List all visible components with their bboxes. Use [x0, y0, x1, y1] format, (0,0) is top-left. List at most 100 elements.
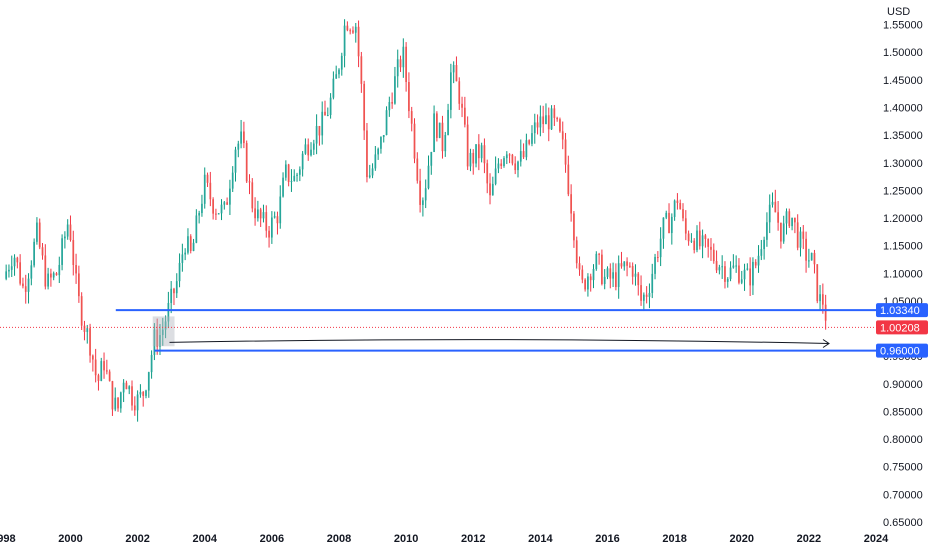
candle-body [766, 222, 768, 240]
candle-body [704, 235, 707, 240]
candle-body [684, 218, 687, 234]
candle-body [150, 354, 153, 373]
candle-body [665, 212, 668, 218]
candle-body [78, 273, 80, 297]
candle-body [326, 114, 329, 116]
candle-body [519, 151, 522, 162]
candle-body [687, 233, 690, 242]
candle-body [279, 196, 282, 224]
candle-body [497, 163, 500, 169]
candle-body [307, 144, 310, 156]
candle-body [802, 231, 805, 239]
candle-body [740, 279, 743, 283]
candle-body [352, 30, 354, 33]
candle-body [167, 303, 170, 322]
candle-body [698, 230, 701, 247]
candle-body [612, 272, 614, 279]
candle-body [410, 111, 413, 124]
candle-body [161, 329, 164, 336]
candle-body [329, 97, 332, 115]
candle-body [173, 288, 175, 294]
candle-body [181, 254, 184, 263]
candle-body [466, 124, 469, 167]
y-tick-label: 0.75000 [883, 462, 923, 474]
candle-body [111, 381, 114, 410]
candle-body [80, 296, 83, 326]
candle-body [447, 109, 449, 136]
candle-body [433, 113, 435, 152]
candle-body [265, 212, 268, 231]
candle-body [589, 276, 592, 281]
candle-body [321, 111, 324, 136]
candle-body [595, 253, 598, 270]
candle-body [8, 269, 10, 272]
candle-body [724, 266, 726, 282]
candle-body [430, 151, 433, 166]
candle-body [427, 165, 430, 189]
candle-body [662, 217, 665, 239]
candle-body [718, 267, 721, 271]
candle-body [354, 26, 357, 33]
x-tick-label: 2000 [58, 533, 82, 545]
x-tick-label: 2018 [662, 533, 686, 545]
x-tick-label: 2010 [394, 533, 418, 545]
projection-arrow[interactable] [169, 339, 830, 344]
candle-body [573, 213, 575, 241]
candle-body [145, 390, 147, 396]
candle-body [394, 76, 396, 104]
candle-body [192, 242, 195, 251]
candle-body [30, 265, 33, 279]
candle-body [215, 213, 217, 215]
candle-body [707, 239, 710, 247]
candle-body [363, 83, 366, 131]
x-tick-label: 2006 [260, 533, 284, 545]
candle-body [805, 238, 807, 261]
candle-body [690, 240, 693, 242]
candle-body [212, 199, 214, 214]
candle-body [24, 286, 27, 292]
candle-body [100, 361, 103, 381]
candle-body [768, 204, 771, 223]
candle-body [533, 122, 536, 134]
candle-body [491, 183, 494, 196]
candle-body [637, 273, 640, 286]
candle-body [419, 180, 421, 205]
candle-body [315, 125, 318, 144]
candle-body [198, 213, 201, 216]
candle-body [349, 30, 352, 32]
candle-body [226, 202, 228, 205]
y-tick-label: 0.65000 [883, 517, 923, 529]
candle-body [231, 172, 234, 189]
level-price-tag-text: 1.03340 [880, 305, 920, 317]
candle-body [503, 158, 505, 166]
candle-body [813, 252, 816, 265]
x-tick-label: 2004 [192, 533, 217, 545]
candle-body [377, 148, 380, 155]
candle-body [41, 247, 44, 256]
candle-body [422, 200, 424, 205]
candle-body [368, 175, 371, 178]
candle-body [201, 203, 203, 214]
candle-body [251, 182, 254, 209]
candle-body [500, 163, 503, 166]
candle-series [5, 19, 827, 422]
candle-body [631, 266, 634, 277]
candle-body [217, 213, 220, 215]
candle-body [259, 209, 262, 219]
candle-body [536, 122, 539, 128]
candle-body [547, 115, 550, 130]
candle-body [514, 163, 517, 171]
x-tick-label: 2020 [730, 533, 754, 545]
candle-body [178, 262, 181, 282]
candle-body [234, 149, 237, 173]
drawing-overlays [0, 309, 876, 352]
candle-body [620, 263, 623, 267]
time-axis[interactable]: 1998 2000 2002 2004 2006 2008 2010 2012 2014 2016… [0, 533, 889, 545]
candle-body [385, 110, 388, 135]
candle-body [97, 375, 100, 381]
price-axis[interactable]: USD 1.55000 1.50000 1.45000 1.40000 1.35000 1… [883, 6, 923, 529]
highlight-box[interactable] [152, 316, 175, 347]
candle-body [332, 78, 335, 98]
y-tick-label: 1.15000 [883, 241, 923, 253]
